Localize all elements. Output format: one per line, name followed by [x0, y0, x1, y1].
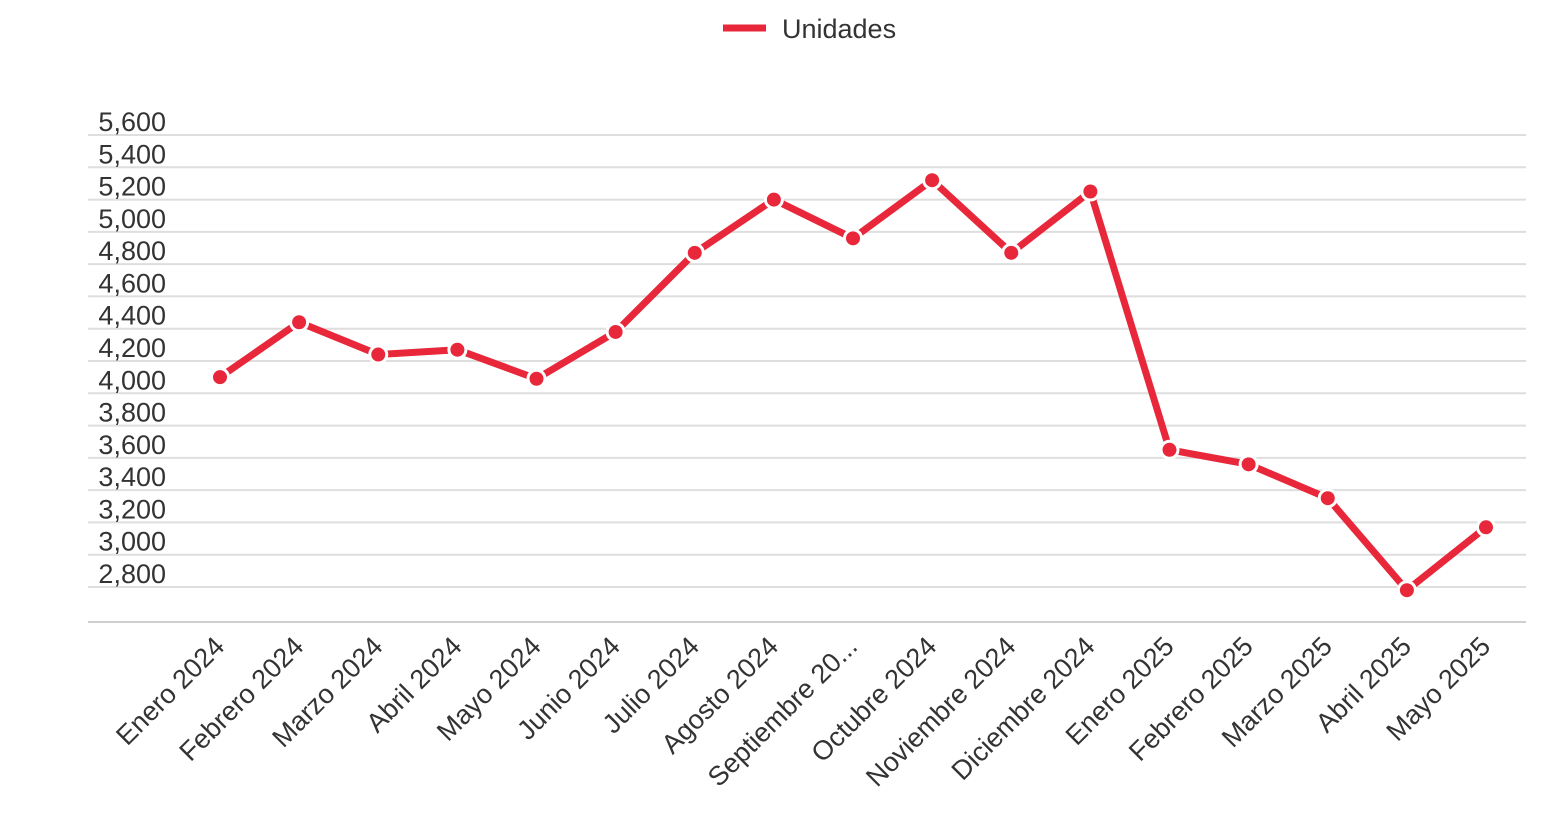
- y-tick-label-4400: 4,400: [98, 301, 166, 331]
- data-point-16[interactable]: [1396, 580, 1417, 601]
- y-tick-label-5200: 5,200: [98, 172, 166, 202]
- gridlines: [88, 134, 1526, 623]
- data-point-10[interactable]: [922, 170, 943, 191]
- data-point-9[interactable]: [843, 228, 863, 249]
- data-point-6[interactable]: [605, 321, 626, 342]
- y-tick-label-5400: 5,400: [98, 139, 166, 169]
- data-point-8[interactable]: [763, 189, 784, 210]
- x-tick-label-12: Diciembre 2024: [946, 631, 1101, 786]
- x-tick-label-9: Septiembre 20...: [702, 631, 863, 792]
- y-axis-ticks: 2,8003,0003,2003,4003,6003,8004,0004,200…: [98, 107, 166, 589]
- y-tick-label-2800: 2,800: [98, 559, 166, 589]
- y-tick-label-4000: 4,000: [98, 365, 166, 395]
- data-point-1[interactable]: [210, 367, 230, 388]
- y-tick-label-4800: 4,800: [98, 236, 166, 266]
- y-tick-label-5600: 5,600: [98, 107, 166, 137]
- y-tick-label-3800: 3,800: [98, 398, 166, 428]
- data-point-13[interactable]: [1159, 439, 1180, 460]
- y-tick-label-3400: 3,400: [98, 462, 166, 492]
- data-point-5[interactable]: [526, 368, 547, 389]
- y-tick-label-3000: 3,000: [98, 527, 166, 557]
- data-point-2[interactable]: [289, 312, 310, 333]
- data-point-11[interactable]: [1001, 242, 1022, 263]
- y-tick-label-3200: 3,200: [98, 494, 166, 524]
- legend: Unidades: [723, 14, 896, 44]
- x-tick-label-11: Noviembre 2024: [860, 631, 1021, 792]
- y-tick-label-3600: 3,600: [98, 430, 166, 460]
- series-unidades: [210, 170, 1496, 601]
- data-point-7[interactable]: [684, 242, 705, 263]
- y-tick-label-4600: 4,600: [98, 268, 166, 298]
- data-point-15[interactable]: [1317, 488, 1338, 509]
- legend-label-unidades: Unidades: [782, 14, 896, 44]
- data-point-17[interactable]: [1476, 517, 1496, 538]
- data-point-12[interactable]: [1080, 181, 1101, 202]
- data-point-14[interactable]: [1238, 454, 1259, 475]
- y-tick-label-4200: 4,200: [98, 333, 166, 363]
- data-point-3[interactable]: [368, 344, 389, 365]
- y-tick-label-5000: 5,000: [98, 204, 166, 234]
- data-point-4[interactable]: [447, 339, 468, 360]
